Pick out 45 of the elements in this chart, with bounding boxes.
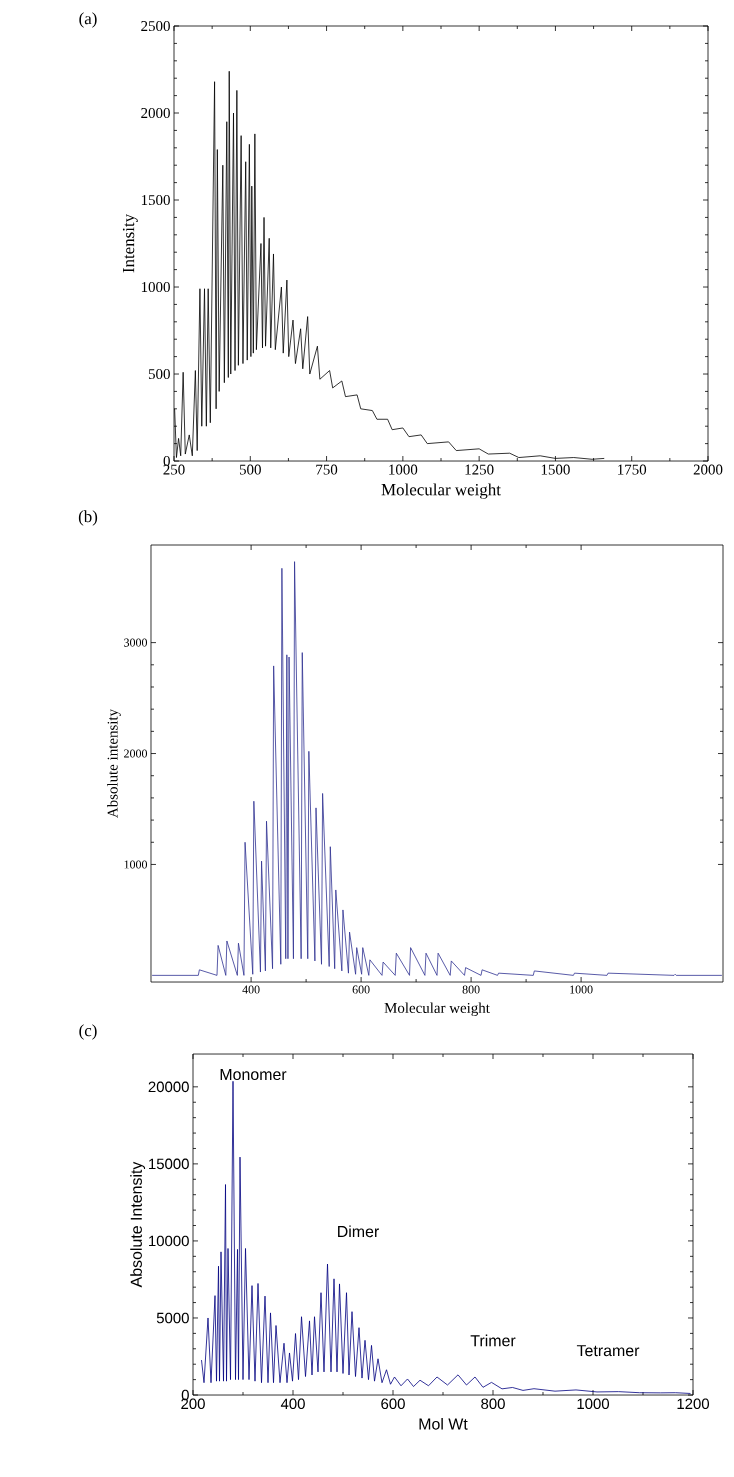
y-tick-label: 20000 xyxy=(148,1081,189,1093)
y-axis-title: Intensity xyxy=(122,213,138,273)
y-tick-label: 1000 xyxy=(124,860,148,869)
y-tick-label: 3000 xyxy=(124,638,148,647)
y-tick-label: 0 xyxy=(163,455,170,467)
x-tick-label: 600 xyxy=(381,1398,405,1410)
y-tick-label: 2000 xyxy=(141,107,170,119)
x-tick-label: 250 xyxy=(163,464,185,475)
y-axis-title: Absolute Intensity xyxy=(130,1161,146,1288)
x-tick-label: 500 xyxy=(239,464,261,475)
line-series xyxy=(201,1080,691,1394)
x-tick-label: 1250 xyxy=(465,464,494,475)
x-tick-label: 750 xyxy=(316,464,338,475)
x-tick-label: 1500 xyxy=(541,464,570,475)
y-tick-label: 1500 xyxy=(141,194,170,206)
x-tick-label: 2000 xyxy=(693,464,723,475)
x-tick-label: 1750 xyxy=(618,464,647,475)
x-tick-label: 800 xyxy=(462,985,480,994)
chart-title: (a) xyxy=(79,12,97,28)
annotation: Dimer xyxy=(338,1225,379,1238)
x-axis-title: Mol Wt xyxy=(419,1417,468,1430)
annotation: Monomer xyxy=(220,1068,287,1081)
annotation: Tetramer xyxy=(576,1345,640,1357)
chart-title: (c) xyxy=(79,1024,97,1040)
y-tick-label: 500 xyxy=(148,368,170,380)
y-tick-label: 1000 xyxy=(141,281,170,293)
y-axis-title: Absolute intensity xyxy=(107,709,121,818)
x-tick-label: 1000 xyxy=(389,464,418,475)
y-tick-label: 2500 xyxy=(141,20,170,32)
y-tick-label: 10000 xyxy=(149,1235,189,1247)
line-series xyxy=(151,561,723,976)
y-tick-label: 5000 xyxy=(156,1312,189,1324)
x-axis-title: Molecular weight xyxy=(384,1002,490,1017)
y-tick-label: 2000 xyxy=(124,749,148,758)
x-tick-label: 400 xyxy=(280,1398,305,1410)
chart-title: (b) xyxy=(78,510,98,526)
y-tick-label: 15000 xyxy=(149,1158,189,1170)
annotation: Trimer xyxy=(470,1334,516,1347)
x-tick-label: 400 xyxy=(242,985,260,994)
x-tick-label: 1000 xyxy=(577,1398,610,1410)
x-axis-title: Molecular weight xyxy=(381,483,501,499)
x-tick-label: 1000 xyxy=(570,985,593,994)
x-tick-label: 1200 xyxy=(677,1398,710,1410)
x-tick-label: 800 xyxy=(481,1398,505,1410)
x-tick-label: 600 xyxy=(352,985,370,994)
